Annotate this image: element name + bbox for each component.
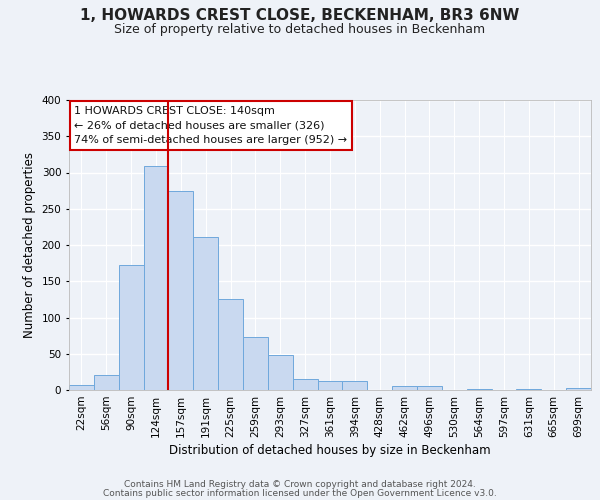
Bar	[218, 300, 243, 390]
Bar	[343, 382, 367, 390]
Bar	[69, 385, 94, 390]
Bar	[169, 190, 193, 390]
Bar	[566, 388, 591, 390]
Bar	[293, 379, 317, 390]
Bar	[317, 380, 343, 390]
Bar	[119, 266, 143, 390]
Text: 1, HOWARDS CREST CLOSE, BECKENHAM, BR3 6NW: 1, HOWARDS CREST CLOSE, BECKENHAM, BR3 6…	[80, 8, 520, 22]
Bar	[243, 337, 268, 390]
Y-axis label: Number of detached properties: Number of detached properties	[23, 152, 36, 338]
X-axis label: Distribution of detached houses by size in Beckenham: Distribution of detached houses by size …	[169, 444, 491, 457]
Bar	[143, 166, 169, 390]
Bar	[193, 237, 218, 390]
Bar	[268, 355, 293, 390]
Bar	[94, 375, 119, 390]
Text: Size of property relative to detached houses in Beckenham: Size of property relative to detached ho…	[115, 22, 485, 36]
Bar	[467, 388, 491, 390]
Text: Contains HM Land Registry data © Crown copyright and database right 2024.: Contains HM Land Registry data © Crown c…	[124, 480, 476, 489]
Bar	[392, 386, 417, 390]
Bar	[417, 386, 442, 390]
Text: Contains public sector information licensed under the Open Government Licence v3: Contains public sector information licen…	[103, 488, 497, 498]
Text: 1 HOWARDS CREST CLOSE: 140sqm
← 26% of detached houses are smaller (326)
74% of : 1 HOWARDS CREST CLOSE: 140sqm ← 26% of d…	[74, 106, 347, 146]
